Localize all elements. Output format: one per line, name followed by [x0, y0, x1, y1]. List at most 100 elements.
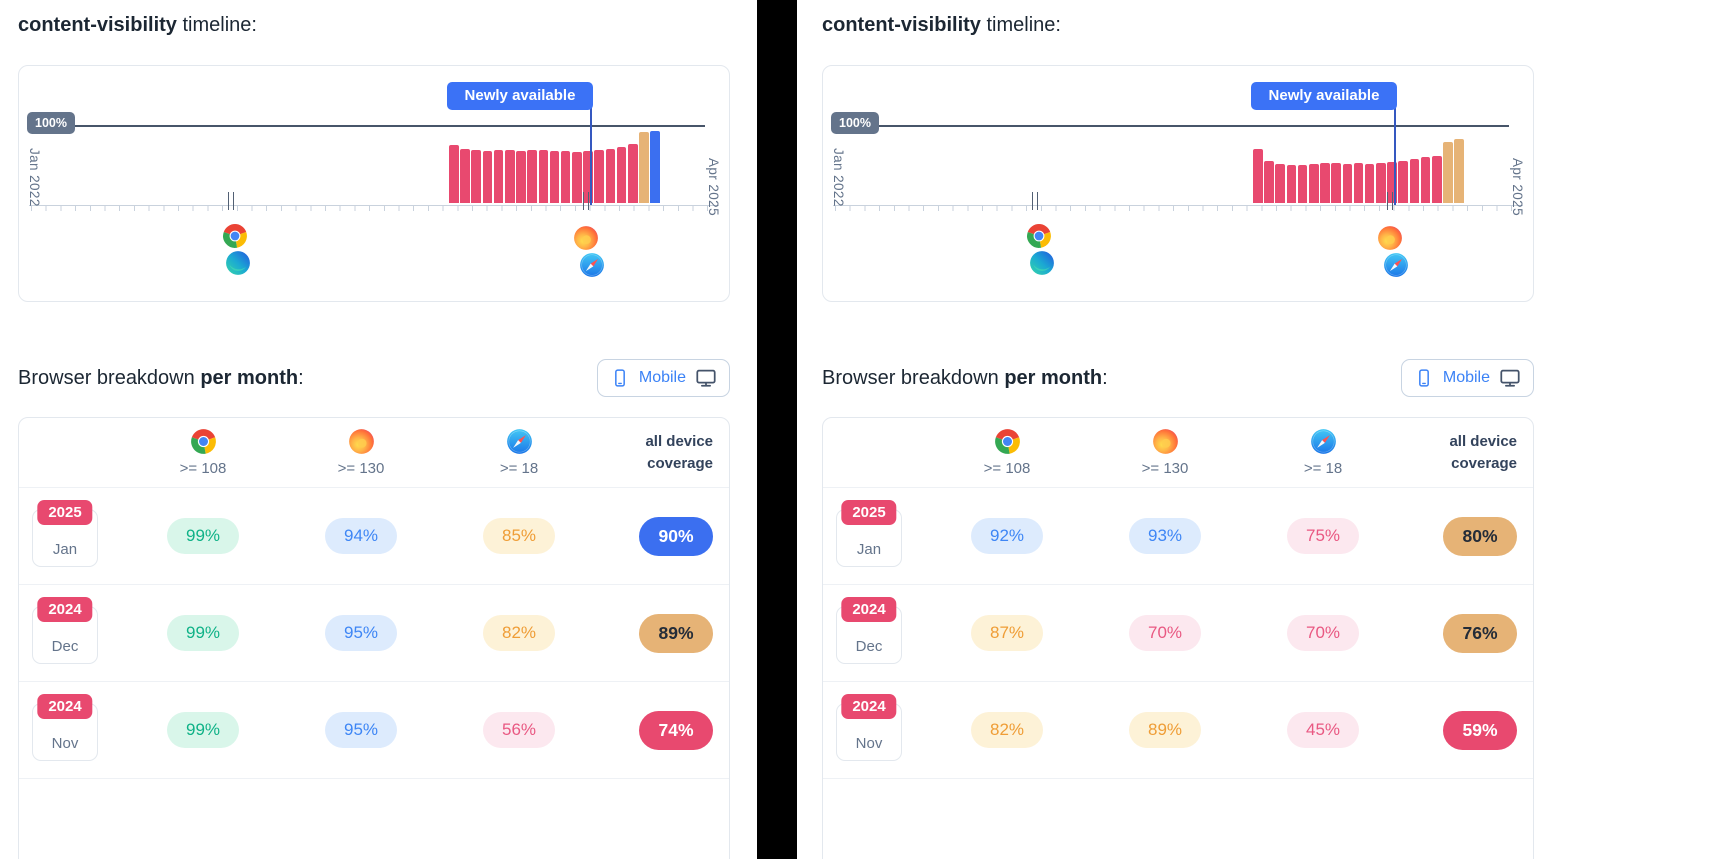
month-label: Nov [51, 735, 79, 752]
breakdown-heading-prefix: Browser breakdown [822, 366, 1005, 389]
newly-available-pointer-line [590, 108, 592, 205]
mobile-toggle-label[interactable]: Mobile [1442, 369, 1490, 386]
firefox-support-pill: 89% [1129, 712, 1201, 748]
timeline-bar [616, 147, 627, 203]
device-toggle[interactable]: Mobile [596, 359, 730, 397]
timeline-bar [560, 151, 571, 203]
month-label: Jan [856, 541, 882, 558]
firefox-support-pill: 95% [325, 615, 397, 651]
timeline-bar [583, 151, 593, 203]
timeline-bar [1342, 163, 1353, 203]
timeline-chart: 100% Newly available Jan 2022 Apr 2025 [18, 65, 730, 302]
timeline-bar [1398, 160, 1409, 203]
timeline-start-label: Jan 2022 [27, 148, 42, 207]
coverage-header-line2: coverage [1451, 454, 1517, 472]
year-badge: 2024 [841, 694, 897, 719]
coverage-header-line1: all device [645, 432, 713, 450]
breakdown-header-row: Browser breakdown per month: Mobile [18, 358, 730, 398]
year-badge: 2025 [37, 500, 93, 525]
table-row: 2024 Nov 99% 95% 56% 74% [19, 682, 729, 779]
timeline-bar [516, 151, 526, 203]
month-label: Nov [855, 735, 883, 752]
newly-available-pointer-line [1394, 108, 1396, 205]
mobile-icon[interactable] [1414, 368, 1434, 388]
desktop-icon[interactable] [695, 367, 717, 389]
table-header: >= 108 >= 130 >= 18 all device coverage [19, 418, 729, 488]
timeline-bar [471, 150, 481, 203]
edge-icon [1029, 250, 1055, 276]
firefox-version: >= 130 [337, 460, 385, 477]
timeline-bar [1387, 162, 1397, 203]
timeline-bar [1320, 163, 1330, 203]
timeline-bars [449, 131, 662, 203]
month-label: Dec [855, 638, 883, 655]
safari-support-pill: 85% [483, 518, 555, 554]
firefox-icon [1377, 225, 1403, 251]
coverage-column-header: all device coverage [585, 431, 729, 475]
safari-column-header: >= 18 [1231, 428, 1389, 477]
firefox-support-pill: 93% [1129, 518, 1201, 554]
table-row: 2024 Nov 82% 89% 45% 59% [823, 682, 1533, 779]
table-row: 2025 Jan 99% 94% 85% 90% [19, 488, 729, 585]
breakdown-heading: Browser breakdown per month: [18, 367, 304, 390]
firefox-icon [1152, 428, 1179, 455]
timeline-bar [1308, 163, 1319, 203]
chrome-column-header: >= 108 [915, 428, 1073, 477]
timeline-bar [572, 151, 582, 203]
title-suffix: timeline: [980, 14, 1061, 36]
firefox-column-header: >= 130 [1073, 428, 1231, 477]
timeline-bar [549, 151, 560, 203]
year-badge: 2024 [37, 694, 93, 719]
timeline-bar [538, 150, 549, 203]
breakdown-heading-suffix: : [298, 366, 304, 389]
newly-available-badge: Newly available [1251, 82, 1397, 110]
mobile-toggle-label[interactable]: Mobile [638, 369, 686, 386]
chrome-support-pill: 99% [167, 712, 239, 748]
chrome-column-header: >= 108 [111, 428, 269, 477]
timeline-bar [605, 148, 616, 203]
coverage-header-line2: coverage [647, 454, 713, 472]
hundred-percent-line [833, 125, 1509, 127]
safari-column-header: >= 18 [427, 428, 585, 477]
timeline-bar [639, 131, 649, 203]
timeline-start-label: Jan 2022 [831, 148, 846, 207]
firefox-icon [573, 225, 599, 251]
firefox-column-header: >= 130 [269, 428, 427, 477]
safari-version: >= 18 [499, 460, 539, 477]
chrome-support-pill: 87% [971, 615, 1043, 651]
firefox-support-pill: 94% [325, 518, 397, 554]
firefox-support-pill: 70% [1129, 615, 1201, 651]
timeline-bar [628, 143, 638, 203]
chrome-edge-release-marker [1032, 192, 1038, 210]
coverage-pill: 90% [639, 516, 713, 556]
chrome-support-pill: 99% [167, 615, 239, 651]
coverage-pill: 76% [1443, 613, 1517, 653]
month-card: 2024 Dec [836, 597, 902, 664]
safari-support-pill: 70% [1287, 615, 1359, 651]
timeline-axis [29, 205, 719, 206]
safari-icon [1310, 428, 1337, 455]
desktop-icon[interactable] [1499, 367, 1521, 389]
feature-name: content-visibility [822, 14, 981, 36]
panel-divider [757, 0, 797, 859]
firefox-safari-release-marker [583, 192, 589, 210]
timeline-end-label: Apr 2025 [706, 158, 721, 216]
hundred-percent-badge: 100% [831, 112, 879, 134]
chrome-support-pill: 82% [971, 712, 1043, 748]
mobile-icon[interactable] [610, 368, 630, 388]
timeline-bar [460, 149, 470, 203]
timeline-bar [1443, 142, 1453, 203]
table-row: 2024 Dec 87% 70% 70% 76% [823, 585, 1533, 682]
month-card: 2025 Jan [32, 500, 98, 567]
firefox-safari-release-marker [1387, 192, 1393, 210]
firefox-version: >= 130 [1141, 460, 1189, 477]
page-title: content-visibility timeline: [18, 14, 730, 37]
device-toggle[interactable]: Mobile [1400, 359, 1534, 397]
timeline-bar [1409, 159, 1420, 203]
breakdown-table: >= 108 >= 130 >= 18 all device coverage … [18, 417, 730, 859]
safari-support-pill: 56% [483, 712, 555, 748]
coverage-pill: 89% [639, 613, 713, 653]
breakdown-heading-bold: per month [200, 366, 299, 389]
timeline-bar [493, 150, 504, 203]
safari-support-pill: 45% [1287, 712, 1359, 748]
